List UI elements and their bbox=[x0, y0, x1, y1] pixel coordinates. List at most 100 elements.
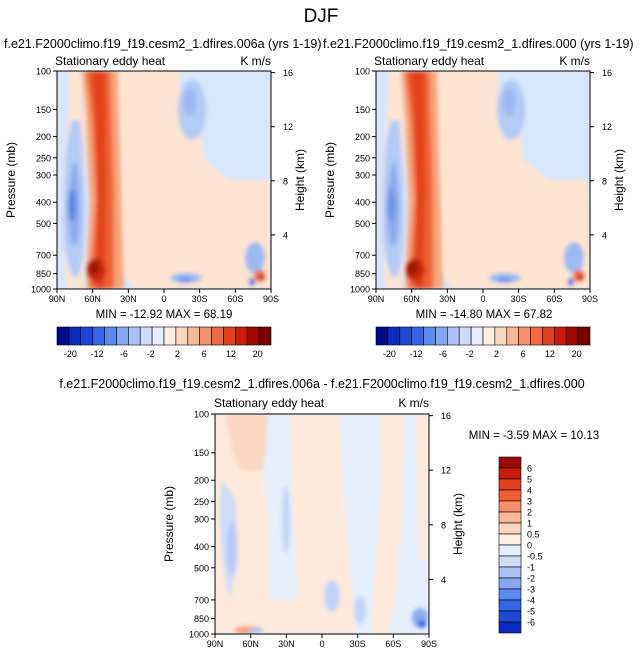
x-tick-label: 90S bbox=[582, 294, 598, 304]
colorbar-label: -4 bbox=[527, 596, 535, 606]
contour-field bbox=[57, 71, 271, 289]
colorbar-swatch bbox=[80, 326, 93, 346]
left-string: Stationary eddy heat bbox=[374, 54, 485, 68]
colorbar-swatch bbox=[554, 326, 567, 346]
colorbar-swatch bbox=[494, 326, 508, 346]
x-tick-label: 30N bbox=[278, 639, 295, 649]
colorbar-swatch bbox=[175, 326, 189, 346]
y-tick-label: 250 bbox=[194, 497, 209, 507]
colorbar-label: -20 bbox=[383, 349, 396, 359]
colorbar-swatch bbox=[498, 621, 522, 634]
panel-title: f.e21.F2000climo.f19_f19.cesm2_1.dfires.… bbox=[59, 377, 584, 391]
colorbar-swatch bbox=[104, 326, 117, 346]
height-tick-label: 8 bbox=[283, 176, 288, 186]
y-tick-label: 850 bbox=[355, 269, 370, 279]
colorbar-swatch bbox=[163, 326, 177, 346]
height-tick-label: 8 bbox=[602, 176, 607, 186]
right-string: K m/s bbox=[240, 54, 271, 68]
right-string: K m/s bbox=[398, 396, 429, 410]
panel-title: f.e21.F2000climo.f19_f19.cesm2_1.dfires.… bbox=[4, 37, 322, 51]
colorbar-swatch bbox=[211, 326, 224, 346]
colorbar-label: -3 bbox=[527, 585, 535, 595]
height-tick-label: 16 bbox=[441, 411, 451, 421]
colorbar-label: -5 bbox=[527, 607, 535, 617]
colorbar-swatch bbox=[498, 511, 522, 524]
colorbar-swatch bbox=[506, 326, 519, 346]
panel-difference: f.e21.F2000climo.f19_f19.cesm2_1.dfires.… bbox=[59, 377, 599, 649]
colorbar-swatch bbox=[187, 326, 200, 346]
y-tick-label: 250 bbox=[355, 153, 370, 163]
colorbar-label: -2 bbox=[527, 574, 535, 584]
y-tick-label: 300 bbox=[36, 171, 51, 181]
colorbar-swatch bbox=[498, 544, 522, 557]
y-tick-label: 700 bbox=[355, 251, 370, 261]
x-tick-label: 30S bbox=[192, 294, 208, 304]
colorbar-label: 3 bbox=[527, 497, 532, 507]
height-tick-label: 12 bbox=[283, 122, 293, 132]
y-tick-label: 400 bbox=[36, 198, 51, 208]
x-tick-label: 30S bbox=[511, 294, 527, 304]
colorbar-swatch bbox=[498, 599, 522, 612]
colorbar-swatch bbox=[498, 610, 522, 623]
height-axis-title: Height (km) bbox=[293, 149, 307, 211]
colorbar-swatch bbox=[387, 326, 401, 346]
colorbar-label: -2 bbox=[147, 349, 155, 359]
colorbar-label: 4 bbox=[527, 486, 532, 496]
x-tick-label: 0 bbox=[480, 294, 485, 304]
height-tick-label: 12 bbox=[602, 122, 612, 132]
y-tick-label: 150 bbox=[194, 448, 209, 458]
x-tick-label: 90S bbox=[263, 294, 279, 304]
height-tick-label: 16 bbox=[602, 68, 612, 78]
colorbar-label: -2 bbox=[466, 349, 474, 359]
colorbar-swatch bbox=[498, 489, 522, 502]
x-tick-label: 30N bbox=[439, 294, 456, 304]
colorbar-swatch bbox=[375, 326, 389, 346]
right-string: K m/s bbox=[559, 54, 590, 68]
height-tick-label: 4 bbox=[441, 575, 446, 585]
min-max: MIN = -14.80 MAX = 67.82 bbox=[416, 309, 553, 321]
y-tick-label: 1000 bbox=[189, 630, 209, 640]
y-tick-label: 500 bbox=[355, 219, 370, 229]
colorbar-swatch bbox=[258, 326, 272, 346]
colorbar-swatch bbox=[199, 326, 212, 346]
colorbar-right: -20 -12 -6 -2 2 6 12 20 bbox=[375, 326, 591, 359]
y-tick-label: 150 bbox=[36, 105, 51, 115]
colorbar-swatch bbox=[56, 326, 70, 346]
colorbar-label: -6 bbox=[120, 349, 128, 359]
colorbar-label: -20 bbox=[64, 349, 77, 359]
colorbar-swatch bbox=[411, 326, 424, 346]
colorbar-label: 6 bbox=[527, 464, 532, 474]
colorbar-swatch bbox=[399, 326, 412, 346]
x-tick-label: 60S bbox=[227, 294, 243, 304]
x-tick-label: 60N bbox=[403, 294, 420, 304]
height-tick-label: 8 bbox=[441, 520, 446, 530]
contour-field bbox=[376, 71, 590, 289]
colorbar-swatch bbox=[530, 326, 543, 346]
x-tick-label: 0 bbox=[319, 639, 324, 649]
colorbar-label: 2 bbox=[494, 349, 499, 359]
colorbar-swatch bbox=[498, 500, 522, 513]
colorbar-label: -0.5 bbox=[527, 552, 543, 562]
colorbar-label: 12 bbox=[545, 349, 555, 359]
y-tick-label: 200 bbox=[355, 132, 370, 142]
height-tick-label: 4 bbox=[283, 230, 288, 240]
colorbar-label: 12 bbox=[226, 349, 236, 359]
colorbar-swatch bbox=[223, 326, 236, 346]
colorbar-swatch bbox=[116, 326, 129, 346]
y-tick-label: 100 bbox=[194, 410, 209, 420]
y-tick-label: 850 bbox=[36, 269, 51, 279]
colorbar-label: -1 bbox=[527, 563, 535, 573]
y-tick-label: 250 bbox=[36, 153, 51, 163]
y-tick-label: 300 bbox=[194, 514, 209, 524]
colorbar-swatch bbox=[577, 326, 591, 346]
colorbar-swatch bbox=[482, 326, 496, 346]
x-tick-label: 90N bbox=[368, 294, 385, 304]
colorbar-swatch bbox=[447, 326, 460, 346]
colorbar-label: 0 bbox=[527, 541, 532, 551]
main-title: DJF bbox=[304, 6, 339, 27]
colorbar-swatch bbox=[498, 588, 522, 601]
height-tick-label: 4 bbox=[602, 230, 607, 240]
colorbar-label: -12 bbox=[91, 349, 104, 359]
x-tick-label: 90N bbox=[49, 294, 66, 304]
colorbar-swatch bbox=[498, 467, 522, 480]
